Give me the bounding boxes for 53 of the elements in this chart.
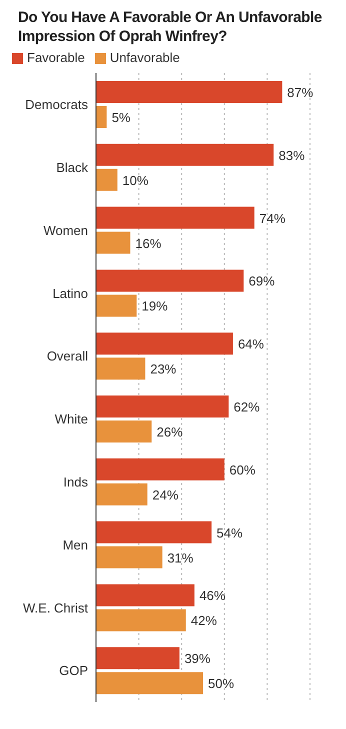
- data-label: 69%: [248, 274, 276, 289]
- y-tick-label: Latino: [52, 286, 88, 301]
- data-label: 42%: [190, 613, 218, 628]
- y-tick-label: Women: [43, 222, 88, 238]
- y-tick-label: W.E. Christ: [22, 600, 88, 616]
- bar: [96, 546, 162, 568]
- bar: [96, 232, 130, 254]
- legend-label: Favorable: [27, 50, 85, 65]
- data-label: 54%: [216, 525, 244, 540]
- bar: [96, 396, 229, 418]
- data-label: 83%: [278, 148, 306, 163]
- data-label: 39%: [184, 651, 211, 666]
- data-label: 5%: [112, 110, 131, 125]
- bar: [96, 81, 282, 103]
- data-label: 62%: [234, 400, 260, 414]
- y-tick-label: White: [54, 412, 88, 427]
- data-label: 60%: [229, 462, 256, 478]
- bar: [96, 270, 244, 292]
- bar: [96, 332, 233, 355]
- bar: [96, 521, 212, 544]
- data-label: 74%: [259, 210, 286, 226]
- data-label: 46%: [199, 588, 226, 604]
- data-label: 23%: [150, 362, 177, 377]
- data-label: 16%: [135, 236, 162, 251]
- data-label: 10%: [122, 172, 149, 188]
- bar: [96, 144, 274, 166]
- data-label: 64%: [238, 336, 264, 352]
- legend-label: Unfavorable: [110, 50, 180, 65]
- data-label: 87%: [287, 85, 314, 100]
- bar: [96, 294, 137, 317]
- bar: [96, 458, 224, 480]
- bar: [96, 647, 180, 670]
- y-tick-label: Black: [56, 160, 88, 175]
- data-label: 31%: [167, 550, 194, 566]
- bar: [96, 584, 194, 606]
- bar: [96, 168, 118, 191]
- data-label: 24%: [152, 487, 179, 502]
- bar: [96, 420, 152, 442]
- bar: [96, 206, 254, 229]
- y-tick-label: GOP: [59, 663, 88, 678]
- chart-title: Do You Have A Favorable Or An Unfavorable Impression Of Oprah Winfrey?: [17, 8, 323, 46]
- y-tick-label: Men: [62, 537, 88, 552]
- y-tick-label: Overall: [46, 348, 88, 364]
- y-tick-label: Democrats: [25, 97, 88, 112]
- data-label: 26%: [156, 424, 184, 440]
- bar: [96, 672, 203, 694]
- bar: [96, 358, 146, 380]
- data-label: 19%: [142, 298, 168, 314]
- y-tick-label: Inds: [63, 474, 88, 490]
- bar: [96, 106, 107, 128]
- data-label: 50%: [208, 676, 234, 692]
- bar: [96, 609, 186, 632]
- bar: [96, 483, 148, 506]
